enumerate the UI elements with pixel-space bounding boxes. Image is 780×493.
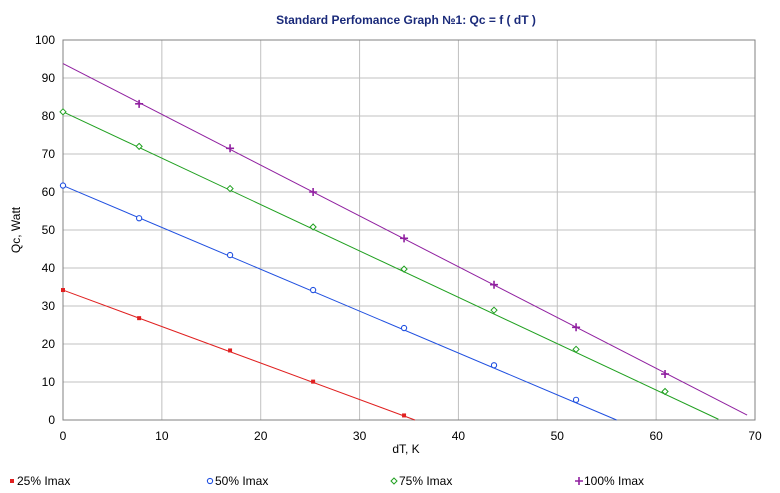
series-line <box>62 63 748 416</box>
data-point <box>135 215 143 222</box>
data-point <box>490 280 499 289</box>
data-point <box>400 234 409 243</box>
x-tick-label: 40 <box>452 429 466 443</box>
legend-item: 75% Imax <box>390 474 452 488</box>
data-point <box>572 396 580 404</box>
data-point <box>59 108 67 116</box>
series-line <box>62 289 416 421</box>
data-point <box>309 286 317 294</box>
data-point <box>137 316 142 321</box>
y-tick-label: 50 <box>42 223 56 237</box>
legend-label: 100% Imax <box>584 474 644 488</box>
x-tick-label: 0 <box>60 429 67 443</box>
data-point <box>402 413 407 418</box>
data-point <box>490 362 498 369</box>
y-tick-label: 10 <box>42 375 56 389</box>
data-point <box>572 323 581 332</box>
legend-label: 25% Imax <box>17 474 70 488</box>
legend-label: 50% Imax <box>215 474 268 488</box>
data-point <box>135 142 143 151</box>
plot-area <box>62 39 756 421</box>
y-tick-label: 80 <box>42 109 56 123</box>
y-tick-label: 0 <box>48 413 55 427</box>
legend-marker <box>575 477 583 485</box>
legend-marker <box>390 477 398 485</box>
series-1 <box>61 288 416 421</box>
data-point <box>309 223 317 231</box>
x-tick-label: 60 <box>649 429 663 443</box>
x-axis-label: dT, K <box>392 442 419 456</box>
data-point <box>309 188 318 196</box>
data-point <box>226 144 235 153</box>
series-line <box>62 185 617 421</box>
data-point <box>490 306 498 314</box>
series-3 <box>59 108 719 420</box>
data-point <box>572 345 580 354</box>
legend-label: 75% Imax <box>399 474 452 488</box>
grid <box>63 40 755 420</box>
data-point <box>661 370 670 379</box>
data-point <box>228 348 233 353</box>
y-tick-label: 40 <box>42 261 56 275</box>
x-tick-label: 10 <box>155 429 169 443</box>
data-point <box>400 324 408 332</box>
y-tick-label: 60 <box>42 185 56 199</box>
y-axis-label: Qc, Watt <box>9 206 23 253</box>
y-tick-label: 90 <box>42 71 56 85</box>
chart-title: Standard Perfomance Graph №1: Qc = f ( d… <box>276 13 536 27</box>
legend-item: 100% Imax <box>575 474 644 488</box>
data-point <box>135 99 144 108</box>
data-point <box>311 379 316 384</box>
tick-labels: 0 10 20 30 40 50 60 70 0 10 20 30 40 50 60 70 80 90 100 <box>35 33 762 443</box>
data-point <box>226 184 234 193</box>
x-tick-label: 20 <box>254 429 268 443</box>
legend: 25% Imax 50% Imax 75% Imax 100% Imax <box>10 474 644 488</box>
legend-item: 50% Imax <box>206 474 268 488</box>
legend-marker <box>10 479 14 483</box>
data-point <box>226 251 234 259</box>
x-tick-label: 50 <box>551 429 565 443</box>
y-tick-label: 70 <box>42 147 56 161</box>
series-2 <box>59 182 617 421</box>
x-tick-label: 30 <box>353 429 367 443</box>
y-tick-label: 20 <box>42 337 56 351</box>
legend-marker <box>206 477 214 485</box>
data-point <box>59 182 67 189</box>
series-layer <box>59 63 748 421</box>
y-tick-label: 100 <box>35 33 55 47</box>
data-point <box>661 387 669 396</box>
y-tick-label: 30 <box>42 299 56 313</box>
legend-item: 25% Imax <box>10 474 70 488</box>
x-tick-label: 70 <box>748 429 762 443</box>
data-point <box>61 288 65 293</box>
data-point <box>400 265 408 273</box>
series-line <box>62 111 719 420</box>
series-4 <box>62 63 748 416</box>
